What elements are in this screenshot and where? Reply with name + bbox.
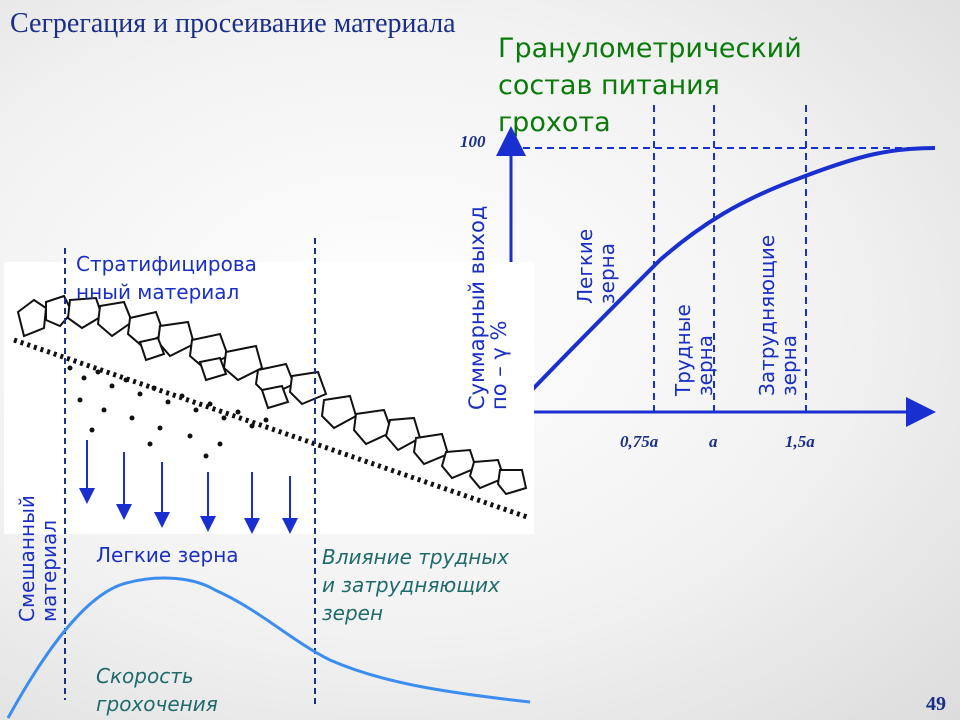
zone-label-line: Трудные	[671, 304, 695, 396]
mixed-material-label: Смешанный материал	[15, 495, 61, 622]
x-tick-a: a	[709, 432, 718, 451]
page-number: 49	[926, 693, 946, 715]
speed-curve	[6, 576, 531, 719]
zone-label-line: зерна	[595, 243, 619, 304]
stratified-material-label: Стратифицирова нный материал	[76, 250, 257, 306]
mixed-line: материал	[37, 519, 61, 622]
light-grains-label: Легкие зерна	[96, 543, 239, 567]
zone-label-light: Легкие зерна	[573, 228, 619, 304]
screening-speed-label: Скорость грохочения	[96, 662, 218, 718]
influence-label: Влияние трудных и затрудняющих зерен	[322, 543, 509, 627]
slide-title: Сегрегация и просеивание материала	[10, 8, 456, 39]
cumulative-curve	[509, 146, 936, 414]
zone-label-line: Легкие	[573, 228, 597, 304]
influence-line: зерен	[322, 601, 384, 625]
zone-label-line: Затрудняющие	[755, 234, 779, 396]
influence-line: Влияние трудных	[322, 545, 509, 569]
graph-title-line: состав питания	[498, 70, 720, 101]
stratified-line: нный материал	[76, 280, 240, 304]
x-tick-15a: 1,5a	[785, 432, 815, 451]
zone-label-difficult: Трудные зерна	[671, 304, 717, 396]
stratified-line: Стратифицирова	[76, 252, 257, 276]
speed-line: Скорость	[96, 664, 194, 688]
graph-title: Гранулометрический состав питания грохот…	[498, 30, 878, 141]
mixed-line: Смешанный	[15, 495, 39, 622]
zone-label-line: зерна	[693, 335, 717, 396]
y-axis-label: Суммарный выход по – γ %	[465, 205, 511, 411]
graph-title-line: Гранулометрический	[498, 33, 802, 64]
zone-label-hindering: Затрудняющие зерна	[755, 234, 801, 396]
y-axis-label-line: по – γ %	[487, 320, 511, 411]
y-axis-label-line: Суммарный выход	[465, 205, 489, 410]
influence-line: и затрудняющих	[322, 573, 500, 597]
x-tick-075a: 0,75a	[620, 432, 659, 451]
screen-illustration	[4, 262, 534, 534]
y-tick-100: 100	[460, 132, 486, 151]
speed-line: грохочения	[96, 692, 218, 716]
zone-label-line: зерна	[777, 335, 801, 396]
